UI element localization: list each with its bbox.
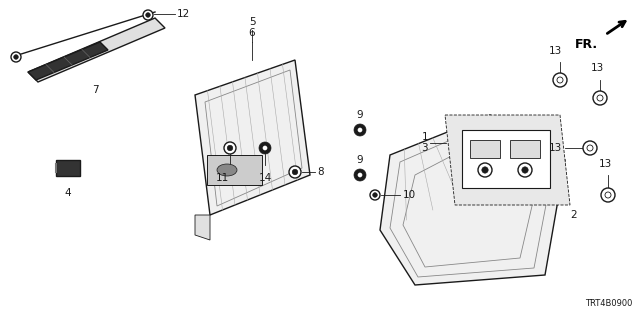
Circle shape [553, 73, 567, 87]
Circle shape [583, 141, 597, 155]
Polygon shape [195, 215, 210, 240]
Circle shape [289, 166, 301, 178]
Polygon shape [445, 115, 570, 205]
Text: 4: 4 [65, 188, 71, 198]
Text: 8: 8 [317, 167, 324, 177]
Circle shape [358, 173, 362, 177]
Polygon shape [28, 18, 165, 82]
Circle shape [146, 13, 150, 17]
Text: 13: 13 [590, 63, 604, 73]
Polygon shape [380, 115, 565, 285]
Text: 11: 11 [216, 173, 228, 183]
Circle shape [11, 52, 21, 62]
Text: FR.: FR. [575, 38, 598, 51]
Circle shape [522, 167, 528, 173]
Circle shape [372, 193, 377, 197]
Text: 14: 14 [259, 173, 271, 183]
Circle shape [13, 55, 19, 59]
Circle shape [518, 163, 532, 177]
Text: 5: 5 [249, 17, 255, 27]
Polygon shape [195, 60, 310, 215]
Circle shape [593, 91, 607, 105]
Ellipse shape [217, 164, 237, 176]
Circle shape [358, 128, 362, 132]
FancyBboxPatch shape [470, 140, 500, 158]
Circle shape [478, 163, 492, 177]
Text: 9: 9 [356, 110, 364, 120]
Text: 10: 10 [403, 190, 416, 200]
Text: 2: 2 [570, 210, 577, 220]
Polygon shape [28, 42, 108, 80]
FancyBboxPatch shape [510, 140, 540, 158]
Circle shape [259, 142, 271, 154]
Circle shape [354, 169, 366, 181]
Circle shape [354, 124, 366, 136]
Circle shape [482, 167, 488, 173]
Text: TRT4B0900: TRT4B0900 [584, 299, 632, 308]
Text: 13: 13 [548, 143, 562, 153]
Circle shape [263, 146, 267, 150]
Text: 1: 1 [421, 132, 428, 142]
Circle shape [601, 188, 615, 202]
FancyBboxPatch shape [56, 160, 80, 176]
FancyBboxPatch shape [462, 130, 550, 188]
Circle shape [143, 10, 153, 20]
Circle shape [370, 190, 380, 200]
Text: 13: 13 [598, 159, 612, 169]
Text: 6: 6 [249, 28, 255, 38]
Circle shape [227, 145, 233, 151]
Text: 7: 7 [92, 85, 99, 95]
Circle shape [224, 142, 236, 154]
Circle shape [292, 169, 298, 175]
Text: 9: 9 [356, 155, 364, 165]
Text: 3: 3 [421, 143, 428, 153]
FancyBboxPatch shape [207, 155, 262, 185]
Text: 12: 12 [177, 9, 190, 19]
Text: 13: 13 [548, 46, 562, 56]
